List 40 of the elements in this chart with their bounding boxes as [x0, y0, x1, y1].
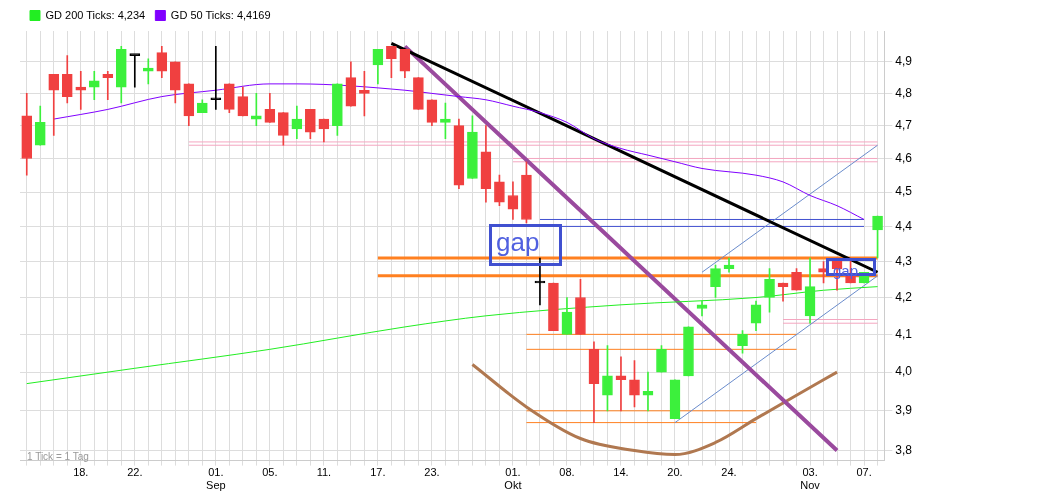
y-tick-label: 4,4	[895, 218, 913, 233]
line-series	[26, 286, 879, 385]
x-tick-label: 03. Nov	[800, 466, 821, 492]
x-tick-label: 24.	[721, 466, 737, 479]
y-tick-label: 4,8	[895, 85, 913, 100]
y-tick-label: 4,7	[895, 117, 913, 132]
candlestick	[102, 70, 114, 101]
candlestick	[88, 70, 100, 101]
candlestick	[129, 53, 141, 88]
y-tick-label: 4,9	[895, 54, 913, 69]
y-tick-label: 3,8	[895, 442, 913, 457]
candlestick	[142, 58, 154, 85]
y-tick-label: 3,9	[895, 403, 913, 418]
y-tick-label: 4,6	[895, 150, 913, 165]
x-tick-label: 01. Okt	[504, 466, 522, 492]
x-tick-label: 01. Sep	[206, 466, 226, 492]
x-tick-label: 05.	[262, 466, 278, 479]
annotation: gap	[489, 224, 562, 266]
candlestick	[210, 46, 222, 110]
y-tick-label: 4,3	[895, 253, 913, 268]
x-tick-label: 18.	[73, 466, 89, 479]
candlestick	[642, 371, 654, 412]
x-tick-label: 20.	[667, 466, 683, 479]
x-tick-label: 11.	[316, 466, 332, 479]
line-series	[470, 362, 839, 457]
x-tick-label: 22.	[127, 466, 143, 479]
legend-label: GD 50 Ticks: 4,4169	[170, 8, 271, 21]
x-tick-label: 08.	[559, 466, 575, 479]
x-tick-label: 07.	[856, 466, 872, 479]
y-tick-label: 4,1	[895, 326, 913, 341]
legend-label: GD 200 Ticks: 4,234	[45, 8, 146, 21]
x-tick-label: 17.	[370, 466, 386, 479]
candlestick	[75, 70, 87, 110]
annotation: 1 Tick = 1 Tag	[27, 451, 89, 462]
x-tick-label: 14.	[613, 466, 629, 479]
x-tick-label: 23.	[424, 466, 440, 479]
y-tick-label: 4,0	[895, 364, 913, 379]
line-series	[53, 83, 865, 220]
y-tick-label: 4,5	[895, 184, 913, 199]
y-tick-label: 4,2	[895, 289, 913, 304]
